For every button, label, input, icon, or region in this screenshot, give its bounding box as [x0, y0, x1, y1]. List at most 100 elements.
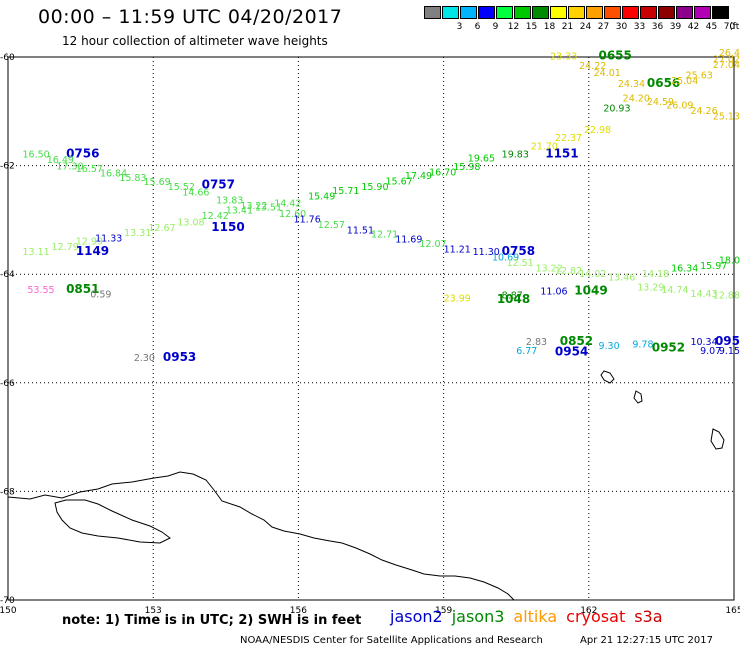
- pass-time-label: 0852: [560, 334, 593, 348]
- legend-label: 27: [597, 22, 610, 32]
- wave-height-label: 15.90: [361, 182, 388, 193]
- pass-time-label: 0758: [502, 244, 535, 258]
- legend-swatch: [586, 6, 603, 19]
- wave-height-label: 0.59: [90, 290, 111, 301]
- legend-label: 9: [492, 22, 499, 32]
- wave-height-label: 24.01: [594, 68, 621, 79]
- longitude-label: 156: [290, 606, 307, 616]
- legend-swatch: [604, 6, 621, 19]
- wave-height-label: 14.42: [274, 198, 301, 209]
- wave-height-label: 27.04: [713, 60, 740, 71]
- wave-height-label: 22.98: [584, 125, 611, 136]
- wave-height-label: 21.70: [531, 141, 558, 152]
- pass-time-label: 0756: [66, 146, 99, 160]
- pass-time-label: 0851: [66, 282, 99, 296]
- wave-height-label: 12.57: [318, 220, 345, 231]
- wave-height-label: 14.74: [661, 285, 688, 296]
- legend-swatch: [532, 6, 549, 19]
- wave-height-label: 12.71: [371, 229, 398, 240]
- wave-height-label: 15.52: [168, 182, 195, 193]
- mission-cryosat: cryosat: [566, 607, 626, 626]
- pass-time-label: 0952: [652, 340, 685, 354]
- wave-height-label: 16.57: [76, 164, 103, 175]
- footer-note: note: 1) Time is in UTC; 2) SWH is in fe…: [62, 613, 362, 628]
- coastline-islet-2: [633, 390, 643, 404]
- legend-swatch: [712, 6, 729, 19]
- wave-height-label: 14.02: [579, 269, 606, 280]
- wave-height-label: 14.18: [642, 269, 669, 280]
- pass-time-label: 1149: [76, 244, 109, 258]
- legend-swatch: [478, 6, 495, 19]
- mission-jason3: jason3: [451, 607, 505, 626]
- coastline-island-large: [54, 499, 171, 544]
- legend-swatch: [550, 6, 567, 19]
- wave-height-label: 13.46: [608, 273, 635, 284]
- wave-height-label: 11.21: [444, 244, 471, 255]
- pass-time-label: 0655: [598, 49, 631, 63]
- legend-label: 45: [705, 22, 718, 32]
- pass-time-label: 0757: [202, 177, 235, 191]
- wave-height-label: 20.93: [603, 103, 630, 114]
- legend-label: 3: [456, 22, 463, 32]
- legend-swatch: [622, 6, 639, 19]
- wave-height-label: 12.82: [555, 266, 582, 277]
- wave-height-label: 2.83: [526, 337, 547, 348]
- wave-height-label: 12.07: [419, 239, 446, 250]
- legend-label: 30: [615, 22, 628, 32]
- wave-height-label: 2.30: [134, 353, 155, 364]
- legend-swatch: [496, 6, 513, 19]
- longitude-label: 165: [725, 606, 740, 616]
- wave-height-label: 9.78: [632, 340, 653, 351]
- wave-height-label: 10.34: [690, 337, 717, 348]
- wave-height-label: 15.83: [119, 173, 146, 184]
- pass-time-label: 0656: [647, 76, 680, 90]
- legend-label: 39: [669, 22, 682, 32]
- wave-height-label: 14.43: [690, 289, 717, 300]
- wave-height-label: 25.04: [671, 76, 698, 87]
- latitude-label: -66: [0, 379, 15, 389]
- wave-height-label: 12.51: [507, 258, 534, 269]
- pass-time-label: 095: [715, 334, 740, 348]
- wave-height-label: 24.22: [579, 61, 606, 72]
- latitude-label: -60: [0, 53, 15, 63]
- coastline-islet-1: [600, 370, 615, 384]
- wave-height-label: 11.51: [347, 225, 374, 236]
- wave-height-label: 13.22: [536, 263, 563, 274]
- wave-height-label: 11.76: [294, 215, 321, 226]
- legend-unit: (ft): [729, 22, 740, 32]
- legend-swatch: [460, 6, 477, 19]
- wave-height-label: 24.34: [618, 79, 645, 90]
- wave-height-label: 14.66: [182, 187, 209, 198]
- legend-swatch: [694, 6, 711, 19]
- latitude-label: -70: [0, 596, 15, 606]
- legend-label: 21: [561, 22, 574, 32]
- wave-height-label: 27.02: [713, 54, 740, 65]
- wave-height-label: 11.06: [540, 286, 567, 297]
- wave-height-label: 13.11: [23, 247, 50, 258]
- wave-height-label: 53.55: [27, 285, 54, 296]
- legend-label: 24: [579, 22, 592, 32]
- legend-swatch: [514, 6, 531, 19]
- graticule: 150 153 156 159 162 165 -60 -62 -64 -66 -68 -70: [0, 53, 740, 616]
- wave-height-label: 15.69: [144, 177, 171, 188]
- wave-height-label: 10.69: [492, 253, 519, 264]
- wave-height-label: 9.15: [719, 346, 740, 357]
- wave-height-label: 18.0: [719, 255, 740, 266]
- wave-height-label: 12.42: [202, 211, 229, 222]
- legend-swatch: [640, 6, 657, 19]
- longitude-label: 150: [0, 606, 17, 616]
- mission-s3a: s3a: [634, 607, 663, 626]
- wave-height-label: 12.79: [52, 242, 79, 253]
- pass-time-label: 1049: [574, 283, 607, 297]
- wave-height-label: 16.34: [671, 263, 698, 274]
- wave-height-label: 15.71: [332, 186, 359, 197]
- wave-height-label: 15.67: [386, 177, 413, 188]
- wave-height-label: 24.20: [623, 94, 650, 105]
- wave-height-label: 13.41: [226, 205, 253, 216]
- longitude-label: 153: [145, 606, 162, 616]
- coastline-mainland: [7, 471, 515, 601]
- wave-height-label: 9.30: [598, 341, 619, 352]
- wave-height-label: 12.88: [713, 291, 740, 302]
